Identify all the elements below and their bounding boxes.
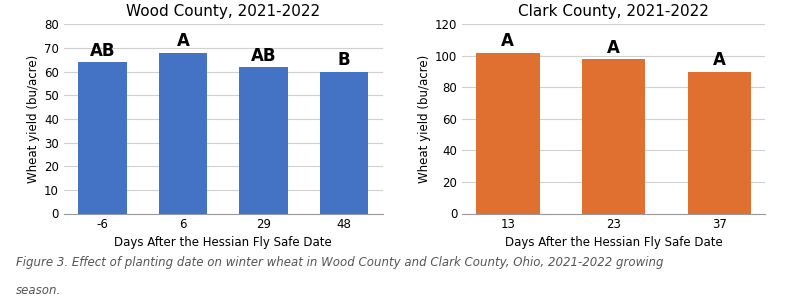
Bar — [159, 53, 207, 213]
Bar — [476, 53, 540, 213]
Bar — [78, 62, 127, 214]
Y-axis label: Wheat yield (bu/acre): Wheat yield (bu/acre) — [27, 55, 40, 183]
Text: B: B — [338, 51, 350, 69]
Text: AB: AB — [89, 42, 115, 60]
Text: A: A — [607, 39, 620, 57]
Title: Wood County, 2021-2022: Wood County, 2021-2022 — [126, 4, 320, 19]
Bar — [688, 72, 752, 214]
Text: Figure 3. Effect of planting date on winter wheat in Wood County and Clark Count: Figure 3. Effect of planting date on win… — [16, 256, 663, 269]
X-axis label: Days After the Hessian Fly Safe Date: Days After the Hessian Fly Safe Date — [114, 235, 332, 249]
Bar — [320, 72, 368, 214]
Text: season.: season. — [16, 284, 61, 297]
X-axis label: Days After the Hessian Fly Safe Date: Days After the Hessian Fly Safe Date — [505, 235, 723, 249]
Text: AB: AB — [251, 47, 277, 65]
Text: A: A — [501, 32, 514, 50]
Text: A: A — [713, 51, 726, 69]
Bar — [239, 67, 288, 214]
Bar — [582, 59, 646, 214]
Text: A: A — [176, 32, 190, 50]
Title: Clark County, 2021-2022: Clark County, 2021-2022 — [518, 4, 709, 19]
Y-axis label: Wheat yield (bu/acre): Wheat yield (bu/acre) — [418, 55, 431, 183]
